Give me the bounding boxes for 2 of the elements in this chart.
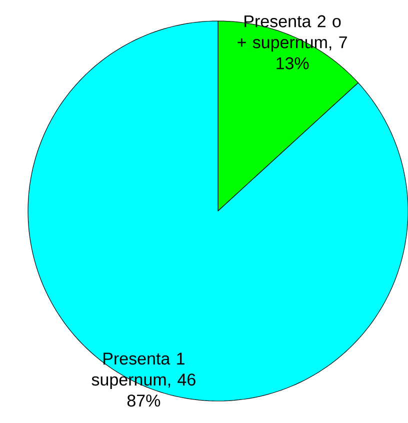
text: 87% <box>127 394 160 407</box>
text: 13% <box>276 57 309 70</box>
